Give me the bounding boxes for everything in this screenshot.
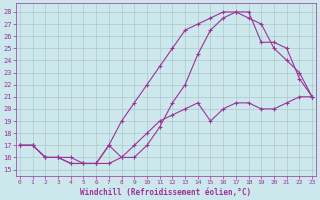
X-axis label: Windchill (Refroidissement éolien,°C): Windchill (Refroidissement éolien,°C) [80,188,252,197]
